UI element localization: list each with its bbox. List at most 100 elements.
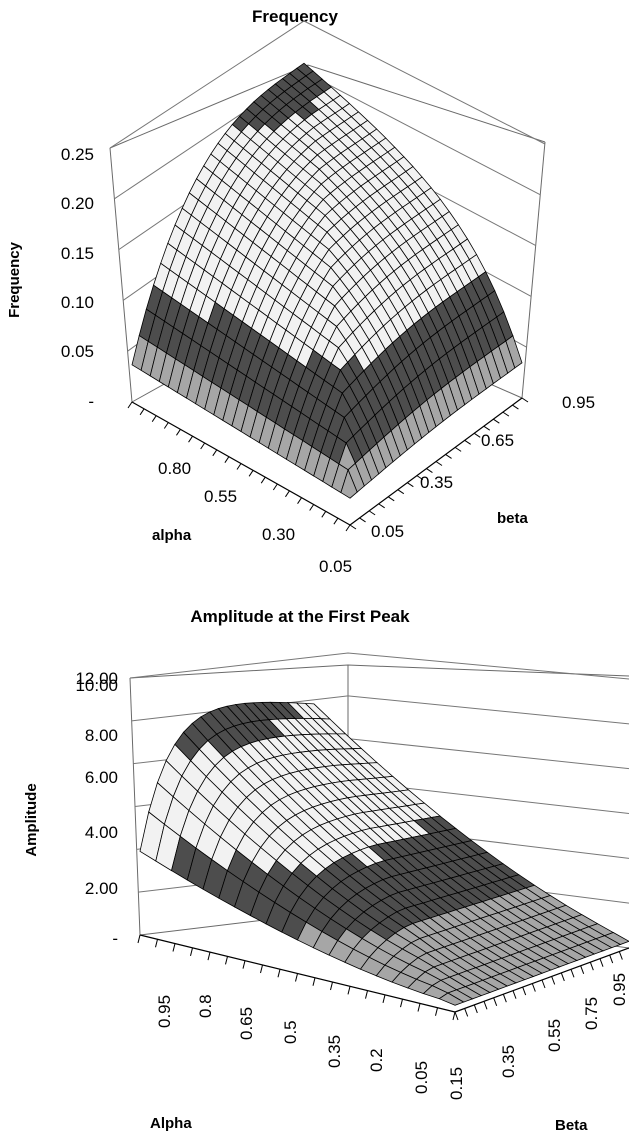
z-tick-label: 4.00 xyxy=(85,823,118,842)
z-axis-label: Frequency xyxy=(6,241,23,318)
tick-mark xyxy=(297,497,302,504)
tick-mark xyxy=(347,986,351,995)
z-tick-label: - xyxy=(88,392,94,411)
tick-mark xyxy=(163,422,169,429)
tick-mark xyxy=(368,510,376,516)
tick-mark xyxy=(151,415,157,422)
wall-gridline xyxy=(131,695,629,725)
surface-mesh xyxy=(139,701,629,1006)
tick-mark xyxy=(580,965,585,974)
tick-mark xyxy=(609,954,614,964)
surface-cell xyxy=(340,468,358,499)
tick-mark xyxy=(277,969,281,978)
beta-tick-label: 0.95 xyxy=(610,973,629,1006)
tick-mark xyxy=(454,1011,459,1021)
z-tick-label: 0.15 xyxy=(61,244,94,263)
tick-mark xyxy=(445,454,452,459)
alpha-tick-label: 0.80 xyxy=(158,459,191,478)
tick-mark xyxy=(454,446,462,452)
axis-ticks xyxy=(127,397,529,532)
y-axis-label: Beta xyxy=(555,1117,588,1134)
tick-mark xyxy=(190,947,193,956)
z-tick-label: 6.00 xyxy=(85,768,118,787)
tick-mark xyxy=(502,994,507,1003)
alpha-tick-label: 0.05 xyxy=(412,1061,431,1094)
tick-mark xyxy=(512,990,517,999)
tick-mark xyxy=(295,973,298,982)
tick-mark xyxy=(531,983,536,992)
alpha-tick-label: 0.35 xyxy=(325,1035,344,1068)
x-axis-label: Alpha xyxy=(150,1115,192,1132)
tick-mark xyxy=(172,943,176,952)
tick-mark xyxy=(137,934,141,944)
tick-mark xyxy=(493,418,500,424)
tick-mark xyxy=(378,503,385,509)
tick-mark xyxy=(493,997,498,1006)
x-axis-label: alpha xyxy=(152,527,192,544)
tick-mark xyxy=(248,470,254,477)
tick-mark xyxy=(464,439,471,445)
tick-mark xyxy=(365,990,368,999)
tick-mark xyxy=(452,1011,456,1021)
tick-mark xyxy=(473,432,481,438)
z-tick-label: 12.00 xyxy=(75,669,118,688)
tick-mark xyxy=(400,999,403,1008)
beta-tick-label: 0.55 xyxy=(545,1019,564,1052)
tick-mark xyxy=(333,517,339,525)
tick-mark xyxy=(225,956,228,965)
chart-title: Frequency xyxy=(252,7,339,26)
tick-mark xyxy=(435,1007,438,1016)
beta-tick-label: 0.35 xyxy=(499,1045,518,1078)
tick-mark xyxy=(407,482,414,488)
tick-mark xyxy=(502,411,510,417)
tick-mark xyxy=(349,524,357,530)
tick-mark xyxy=(359,517,366,523)
tick-mark xyxy=(207,951,211,961)
tick-mark xyxy=(387,496,395,502)
alpha-tick-label: 0.05 xyxy=(319,557,352,576)
frequency-chart: Frequency - 0.05 0.10 0.15 0.20 0.25 0.8… xyxy=(6,7,595,576)
z-tick-label: 10.00 xyxy=(75,676,118,695)
alpha-tick-label: 0.5 xyxy=(281,1020,300,1044)
z-tick-label: 0.10 xyxy=(61,293,94,312)
tick-mark xyxy=(522,986,527,996)
tick-mark xyxy=(285,490,290,498)
tick-mark xyxy=(551,976,556,985)
beta-tick-label: 0.35 xyxy=(420,473,453,492)
z-tick-label: 0.20 xyxy=(61,194,94,213)
z-tick-label: - xyxy=(112,929,118,948)
tick-mark xyxy=(309,504,315,511)
alpha-tick-label: 0.8 xyxy=(196,994,215,1018)
tick-mark xyxy=(236,463,242,470)
tick-mark xyxy=(382,994,386,1004)
tick-mark xyxy=(570,969,575,978)
alpha-tick-label: 0.30 xyxy=(262,525,295,544)
beta-tick-label: 0.05 xyxy=(371,522,404,541)
wall-gridline xyxy=(109,20,546,149)
axis-ticks xyxy=(137,934,629,1021)
tick-mark xyxy=(260,964,263,974)
z-tick-label: 8.00 xyxy=(85,726,118,745)
tick-mark xyxy=(224,456,230,463)
amplitude-chart: Amplitude at the First Peak - 2.00 4.00 … xyxy=(23,607,629,1134)
tick-mark xyxy=(212,449,218,457)
tick-mark xyxy=(155,939,158,948)
tick-mark xyxy=(483,425,491,431)
tick-mark xyxy=(599,958,604,967)
tick-mark xyxy=(426,468,433,473)
tick-mark xyxy=(417,1003,421,1012)
surface-mesh xyxy=(131,62,523,499)
z-tick-label: 2.00 xyxy=(85,879,118,898)
tick-mark xyxy=(272,483,278,491)
tick-mark xyxy=(483,1001,488,1010)
tick-mark xyxy=(188,435,193,443)
tick-mark xyxy=(127,401,133,409)
tick-mark xyxy=(242,960,246,969)
tick-mark xyxy=(345,524,351,532)
tick-mark xyxy=(464,1008,469,1017)
tick-mark xyxy=(618,951,623,960)
tick-mark xyxy=(435,461,443,466)
z-axis-label: Amplitude xyxy=(23,783,40,856)
surface-cell xyxy=(438,992,465,1006)
